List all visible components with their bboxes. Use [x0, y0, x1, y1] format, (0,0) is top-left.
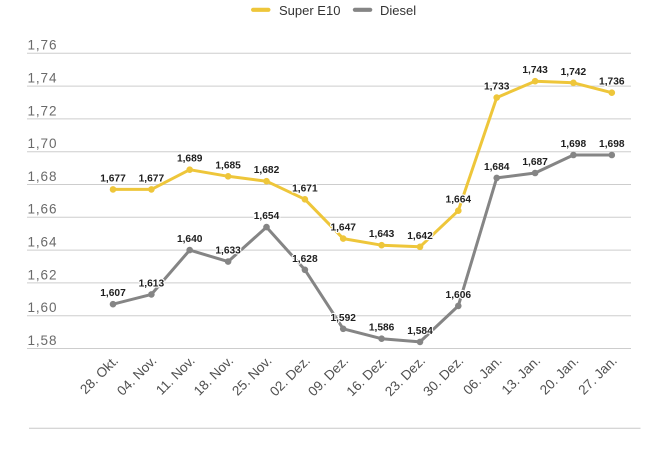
svg-text:1,70: 1,70	[28, 136, 58, 151]
svg-text:1,606: 1,606	[446, 290, 472, 301]
svg-text:1,62: 1,62	[28, 267, 58, 282]
svg-text:1,68: 1,68	[28, 169, 58, 184]
svg-text:1,743: 1,743	[522, 65, 548, 76]
svg-text:1,628: 1,628	[292, 254, 318, 265]
svg-text:1,60: 1,60	[28, 300, 58, 315]
svg-text:1,607: 1,607	[100, 288, 126, 299]
svg-text:1,654: 1,654	[254, 211, 280, 222]
svg-text:1,592: 1,592	[330, 313, 356, 324]
svg-text:1,689: 1,689	[177, 154, 203, 165]
svg-text:1,682: 1,682	[254, 165, 280, 176]
svg-text:1,677: 1,677	[100, 173, 126, 184]
svg-text:Super E10: Super E10	[279, 3, 340, 18]
svg-text:1,698: 1,698	[599, 139, 625, 150]
svg-text:1,684: 1,684	[484, 162, 510, 173]
svg-text:Diesel: Diesel	[380, 3, 416, 18]
svg-text:1,671: 1,671	[292, 183, 318, 194]
svg-text:1,677: 1,677	[139, 173, 165, 184]
svg-text:1,685: 1,685	[215, 160, 241, 171]
svg-text:1,64: 1,64	[28, 235, 58, 250]
svg-text:1,664: 1,664	[446, 195, 472, 206]
svg-text:1,742: 1,742	[561, 67, 587, 78]
svg-text:1,733: 1,733	[484, 82, 510, 93]
svg-text:1,687: 1,687	[522, 157, 548, 168]
svg-text:1,698: 1,698	[561, 139, 587, 150]
svg-text:1,66: 1,66	[28, 202, 58, 217]
svg-text:1,613: 1,613	[139, 278, 165, 289]
svg-text:1,736: 1,736	[599, 77, 625, 88]
svg-text:1,72: 1,72	[28, 103, 58, 118]
svg-text:1,640: 1,640	[177, 234, 203, 245]
svg-text:1,76: 1,76	[28, 38, 58, 53]
svg-text:1,584: 1,584	[407, 326, 433, 337]
svg-text:1,643: 1,643	[369, 229, 395, 240]
svg-text:1,647: 1,647	[330, 223, 356, 234]
svg-text:1,586: 1,586	[369, 323, 395, 334]
svg-text:1,633: 1,633	[215, 246, 241, 257]
svg-text:1,58: 1,58	[28, 333, 58, 348]
svg-text:1,642: 1,642	[407, 231, 433, 242]
svg-text:1,74: 1,74	[28, 71, 58, 86]
